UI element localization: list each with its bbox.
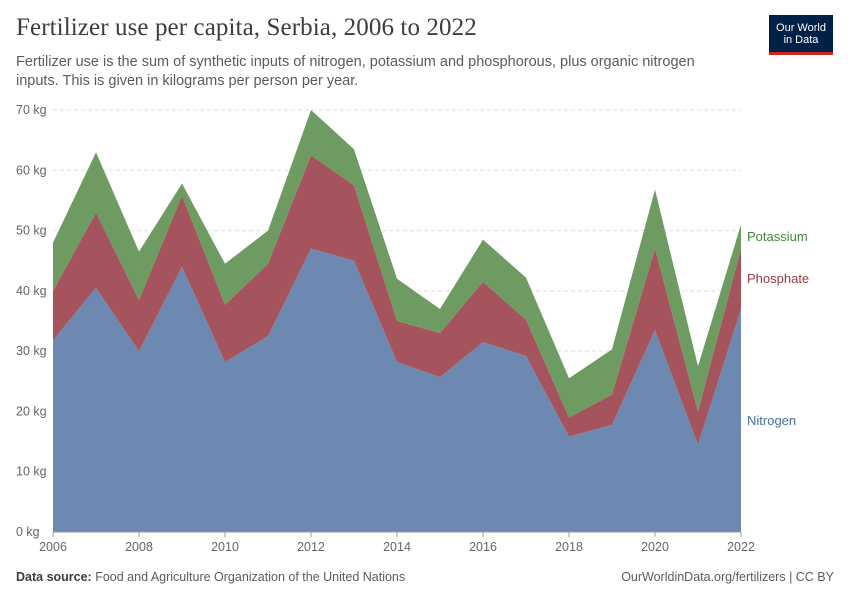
y-tick-label: 10 kg [16,465,47,479]
legend-labels: Nitrogen Phosphate Potassium [747,229,809,428]
x-tick-label: 2008 [125,540,153,554]
y-tick-label: 70 kg [16,103,47,117]
y-tick-label: 20 kg [16,404,47,418]
x-tick-label: 2022 [727,540,755,554]
y-tick-label: 50 kg [16,224,47,238]
chart-subtitle: Fertilizer use is the sum of synthetic i… [16,54,695,89]
x-tick-label: 2016 [469,540,497,554]
legend-label-phosphate: Phosphate [747,271,809,286]
logo-line-2: in Data [783,33,819,46]
x-tick-label: 2020 [641,540,669,554]
y-tick-label: 40 kg [16,284,47,298]
axis-layer: 0 kg 10 kg 20 kg 30 kg 40 kg 50 kg 60 kg 70 kg 2… [16,103,755,554]
x-tick-label: 2010 [211,540,239,554]
x-tick-label: 2012 [297,540,325,554]
chart-title: Fertilizer use per capita, Serbia, 2006 … [16,14,477,41]
logo-line-1: Our World [776,21,826,34]
data-source-label: Data source: [16,570,92,584]
y-tick-label: 60 kg [16,163,47,177]
x-tick-label: 2014 [383,540,411,554]
area-series-nitrogen [53,248,741,532]
area-layer [53,110,741,532]
data-source: Data source: Food and Agriculture Organi… [16,570,405,584]
credit-link[interactable]: OurWorldinData.org/fertilizers | CC BY [621,570,834,584]
legend-label-potassium: Potassium [747,229,808,244]
legend-label-nitrogen: Nitrogen [747,413,796,428]
x-tick-label: 2006 [39,540,67,554]
y-tick-label: 0 kg [16,525,40,539]
x-tick-label: 2018 [555,540,583,554]
data-source-text: Food and Agriculture Organization of the… [95,570,406,584]
owid-logo[interactable]: Our World in Data [769,15,833,55]
y-tick-label: 30 kg [16,344,47,358]
